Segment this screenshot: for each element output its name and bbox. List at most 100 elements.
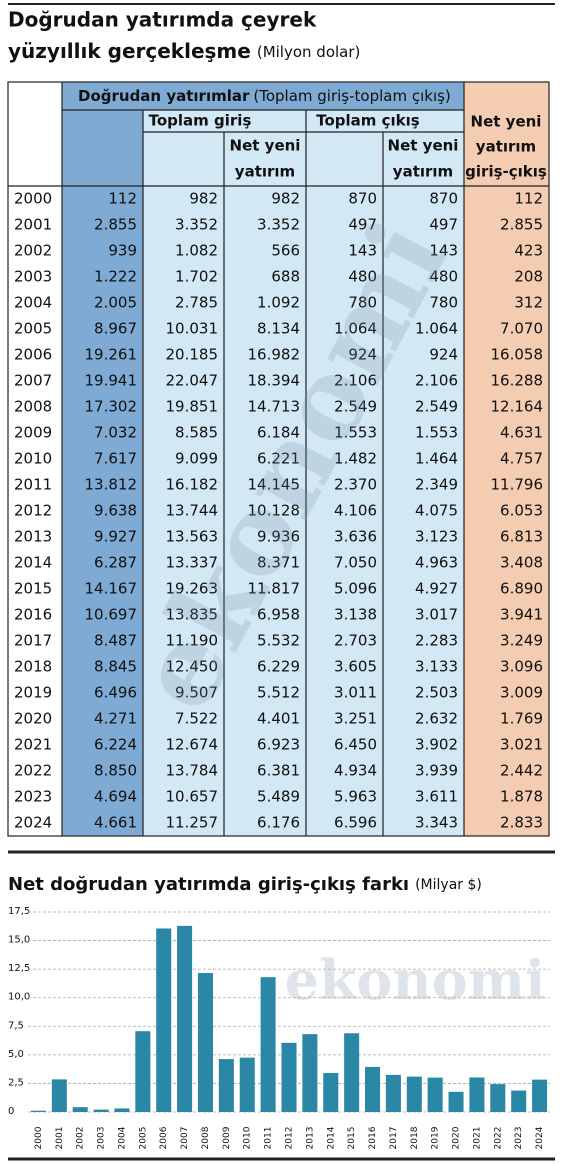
- value-cell: 3.343: [415, 814, 458, 832]
- bar: [93, 1109, 109, 1112]
- value-cell: 7.050: [334, 554, 377, 572]
- value-cell: 3.021: [500, 736, 543, 754]
- value-cell: 7.070: [500, 320, 543, 338]
- y-tick-label: 10,0: [8, 992, 30, 1003]
- value-cell: 1.553: [415, 424, 458, 442]
- flow-cols: [143, 110, 464, 836]
- x-tick-label: 2006: [159, 1126, 169, 1149]
- value-cell: 11.817: [248, 580, 301, 598]
- value-cell: 2.632: [415, 710, 458, 728]
- value-cell: 3.611: [415, 788, 458, 806]
- value-cell: 12.164: [491, 398, 544, 416]
- bar: [385, 1074, 401, 1112]
- value-cell: 2.855: [94, 216, 137, 234]
- year-cell: 2019: [14, 684, 52, 702]
- value-cell: 11.257: [166, 814, 219, 832]
- value-cell: 3.408: [500, 554, 543, 572]
- bar: [197, 972, 213, 1112]
- bar: [448, 1091, 464, 1112]
- value-cell: 16.982: [248, 346, 301, 364]
- value-cell: 8.845: [94, 658, 137, 676]
- year-cell: 2023: [14, 788, 52, 806]
- bar: [260, 977, 276, 1112]
- year-cell: 2022: [14, 762, 52, 780]
- value-cell: 870: [348, 190, 377, 208]
- x-tick-label: 2015: [347, 1127, 357, 1150]
- year-cell: 2010: [14, 450, 52, 468]
- net-col: [464, 82, 549, 836]
- value-cell: 9.638: [94, 502, 137, 520]
- x-tick-label: 2024: [535, 1126, 545, 1149]
- value-cell: 13.744: [166, 502, 219, 520]
- value-cell: 2.442: [500, 762, 543, 780]
- value-cell: 11.796: [491, 476, 544, 494]
- value-cell: 8.850: [94, 762, 137, 780]
- x-tick-label: 2014: [326, 1126, 336, 1149]
- value-cell: 3.138: [334, 606, 377, 624]
- value-cell: 4.694: [94, 788, 137, 806]
- value-cell: 7.617: [94, 450, 137, 468]
- value-cell: 924: [429, 346, 458, 364]
- value-cell: 6.496: [94, 684, 137, 702]
- value-cell: 13.337: [166, 554, 219, 572]
- value-cell: 3.096: [500, 658, 543, 676]
- x-tick-label: 2013: [305, 1127, 315, 1150]
- value-cell: 7.032: [94, 424, 137, 442]
- y-tick-label: 15,0: [8, 935, 30, 946]
- value-cell: 13.812: [85, 476, 138, 494]
- year-cell: 2013: [14, 528, 52, 546]
- bar: [135, 1031, 151, 1112]
- net-header: Net yeni: [471, 113, 542, 131]
- bar: [532, 1079, 548, 1112]
- value-cell: 14.145: [248, 476, 301, 494]
- net-header: giriş-çıkış: [465, 163, 547, 181]
- value-cell: 780: [429, 294, 458, 312]
- value-cell: 4.927: [415, 580, 458, 598]
- x-tick-label: 2005: [138, 1127, 148, 1150]
- value-cell: 12.450: [166, 658, 219, 676]
- bar: [427, 1077, 443, 1112]
- value-cell: 1.482: [334, 450, 377, 468]
- value-cell: 1.222: [94, 268, 137, 286]
- bar: [177, 925, 193, 1112]
- value-cell: 4.661: [94, 814, 137, 832]
- x-tick-label: 2016: [368, 1126, 378, 1149]
- value-cell: 8.585: [175, 424, 218, 442]
- value-cell: 13.835: [166, 606, 219, 624]
- value-cell: 3.636: [334, 528, 377, 546]
- bar: [469, 1077, 485, 1112]
- value-cell: 939: [108, 242, 137, 260]
- bar: [51, 1079, 67, 1112]
- year-cell: 2020: [14, 710, 52, 728]
- year-cell: 2017: [14, 632, 52, 650]
- bar: [30, 1110, 46, 1112]
- bar: [72, 1107, 88, 1112]
- value-cell: 3.009: [500, 684, 543, 702]
- chart-title-text: Net doğrudan yatırımda giriş-çıkış farkı: [8, 874, 409, 895]
- title-text: yüzyıllık gerçekleşme: [8, 39, 251, 63]
- table-body: 2000 112 982 982 870 870 112 2001 2.855 3.352 3.35…: [14, 190, 543, 832]
- y-tick-label: 7,5: [8, 1020, 24, 1031]
- value-cell: 3.123: [415, 528, 458, 546]
- x-tick-label: 2002: [76, 1127, 86, 1150]
- value-cell: 5.512: [257, 684, 300, 702]
- value-cell: 5.532: [257, 632, 300, 650]
- direct-col: [62, 82, 143, 836]
- group-header-text: Doğrudan yatırımlar (Toplam giriş-toplam …: [78, 87, 451, 105]
- value-cell: 982: [271, 190, 300, 208]
- value-cell: 6.221: [257, 450, 300, 468]
- value-cell: 688: [271, 268, 300, 286]
- value-cell: 497: [429, 216, 458, 234]
- value-cell: 22.047: [166, 372, 219, 390]
- value-cell: 16.288: [491, 372, 544, 390]
- chart-unit: (Milyar $): [415, 877, 482, 893]
- value-cell: 143: [429, 242, 458, 260]
- value-cell: 2.833: [500, 814, 543, 832]
- x-tick-label: 2021: [472, 1127, 482, 1150]
- year-cell: 2006: [14, 346, 52, 364]
- value-cell: 566: [271, 242, 300, 260]
- year-cell: 2011: [14, 476, 52, 494]
- x-tick-label: 2011: [264, 1127, 274, 1150]
- value-cell: 17.302: [85, 398, 138, 416]
- year-cell: 2018: [14, 658, 52, 676]
